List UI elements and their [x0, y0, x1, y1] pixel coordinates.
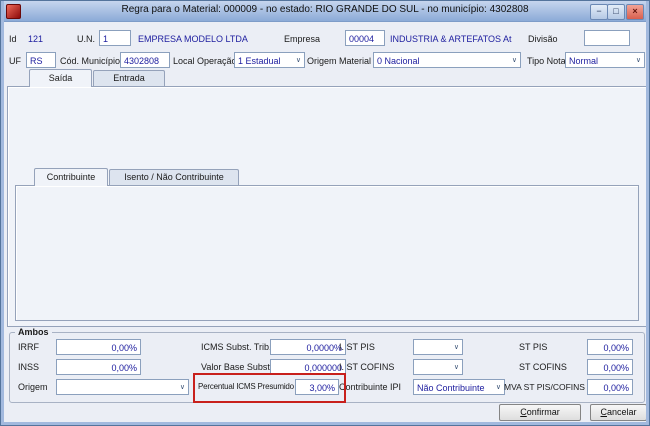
title-bar[interactable]: Regra para o Material: 000009 - no estad…	[1, 1, 649, 22]
dropdown-arrow-icon: ∨	[295, 57, 301, 64]
tab-isento-nao-contribuinte[interactable]: Isento / Não Contribuinte	[109, 169, 239, 185]
empresa-company-name: INDUSTRIA & ARTEFATOS At	[390, 34, 512, 44]
st-cofins-input[interactable]: 0,00%	[587, 359, 633, 375]
window-title: Regra para o Material: 000009 - no estad…	[121, 4, 529, 15]
inss-label: INSS	[18, 362, 40, 372]
st-pis-label: ST PIS	[519, 342, 548, 352]
minimize-button[interactable]: −	[590, 4, 608, 20]
tab-saida[interactable]: Saída	[29, 69, 92, 87]
local-operacao-dropdown[interactable]: 1 Estadual ∨	[234, 52, 305, 68]
origem-dropdown[interactable]: ∨	[56, 379, 189, 395]
local-operacao-value: 1 Estadual	[238, 56, 281, 66]
i-st-pis-label: I. ST PIS	[339, 342, 375, 352]
uf-input[interactable]: RS	[26, 52, 56, 68]
tipo-nota-value: Normal	[569, 56, 599, 66]
cancelar-button[interactable]: Cancelar	[590, 404, 647, 421]
irrf-input[interactable]: 0,00%	[56, 339, 141, 355]
un-company-name: EMPRESA MODELO LTDA	[138, 34, 248, 44]
empresa-input[interactable]: 00004	[345, 30, 385, 46]
cod-municipio-input[interactable]: 4302808	[120, 52, 170, 68]
dropdown-arrow-icon: ∨	[453, 344, 459, 351]
tab-contribuinte[interactable]: Contribuinte	[34, 168, 108, 186]
tipo-nota-dropdown[interactable]: Normal ∨	[565, 52, 645, 68]
valor-base-subst-input[interactable]: 0,000000	[270, 359, 346, 375]
st-pis-input[interactable]: 0,00%	[587, 339, 633, 355]
valor-base-subst-label: Valor Base Subst.	[201, 362, 273, 372]
mva-st-pis-cofins-input[interactable]: 0,00%	[587, 379, 633, 395]
tipo-nota-label: Tipo Nota	[527, 56, 566, 66]
i-st-pis-dropdown[interactable]: ∨	[413, 339, 463, 355]
maximize-button[interactable]: □	[607, 4, 625, 20]
st-cofins-label: ST COFINS	[519, 362, 567, 372]
un-label: U.N.	[77, 34, 95, 44]
inss-input[interactable]: 0,00%	[56, 359, 141, 375]
mva-st-pis-cofins-label: MVA ST PIS/COFINS	[504, 382, 585, 392]
contribuinte-tab-panel	[15, 185, 639, 321]
dropdown-arrow-icon: ∨	[511, 57, 517, 64]
local-operacao-label: Local Operação	[173, 56, 237, 66]
origem-material-value: 0 Nacional	[377, 56, 420, 66]
origem-material-label: Origem Material	[307, 56, 372, 66]
divisao-input[interactable]	[584, 30, 630, 46]
un-input[interactable]: 1	[99, 30, 131, 46]
contribuinte-ipi-dropdown[interactable]: Não Contribuinte ∨	[413, 379, 505, 395]
confirmar-button[interactable]: Confirmar	[499, 404, 581, 421]
dropdown-arrow-icon: ∨	[453, 364, 459, 371]
cod-municipio-label: Cód. Município	[60, 56, 121, 66]
i-st-cofins-dropdown[interactable]: ∨	[413, 359, 463, 375]
contribuinte-ipi-label: Contribuinte IPI	[339, 382, 402, 392]
icms-subst-trib-input[interactable]: 0,0000%	[270, 339, 346, 355]
close-button[interactable]: ×	[626, 4, 644, 20]
contribuinte-ipi-value: Não Contribuinte	[417, 383, 485, 393]
i-st-cofins-label: I. ST COFINS	[339, 362, 395, 372]
icms-subst-trib-label: ICMS Subst. Trib.	[201, 342, 272, 352]
divisao-label: Divisão	[528, 34, 558, 44]
irrf-label: IRRF	[18, 342, 39, 352]
origem-material-dropdown[interactable]: 0 Nacional ∨	[373, 52, 521, 68]
percentual-icms-presumido-label: Percentual ICMS Presumido	[198, 382, 294, 391]
dropdown-arrow-icon: ∨	[495, 384, 501, 391]
origem-label: Origem	[18, 382, 48, 392]
app-icon	[6, 4, 21, 19]
dropdown-arrow-icon: ∨	[179, 384, 185, 391]
id-label: Id	[9, 34, 17, 44]
dropdown-arrow-icon: ∨	[635, 57, 641, 64]
uf-label: UF	[9, 56, 21, 66]
empresa-label: Empresa	[284, 34, 321, 44]
ambos-group-label: Ambos	[15, 327, 52, 337]
tab-entrada[interactable]: Entrada	[93, 70, 165, 86]
id-value: 121	[28, 34, 44, 44]
percentual-icms-presumido-input[interactable]: 3,00%	[295, 379, 339, 395]
